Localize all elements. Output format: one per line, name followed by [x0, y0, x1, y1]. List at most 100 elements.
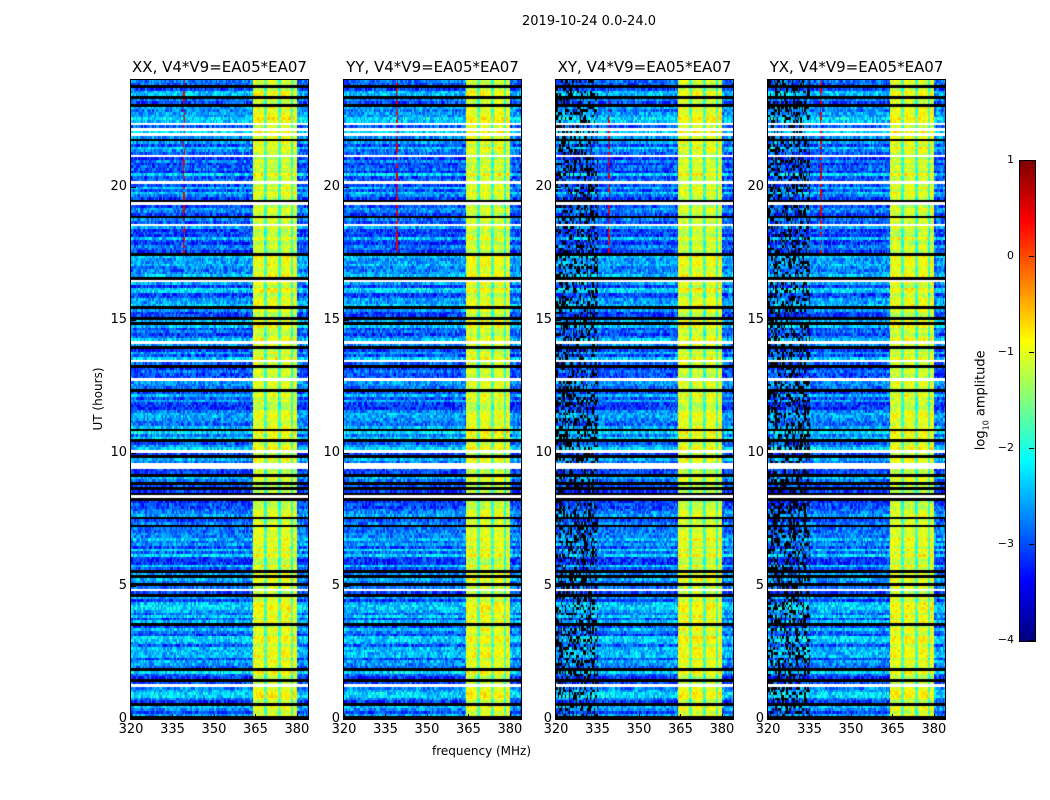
x-tick-label: 350: [414, 722, 440, 737]
y-tick-label: 15: [535, 311, 552, 327]
heatmap-image-yx: [768, 80, 945, 719]
y-tick-mark: [768, 585, 773, 587]
y-tick-label: 20: [323, 178, 340, 194]
x-tick-label: 350: [626, 722, 652, 737]
colorbar-tick-label: −4: [997, 633, 1014, 646]
y-tick-label: 10: [535, 444, 552, 460]
y-tick-label: 5: [755, 577, 764, 593]
colorbar-tick-mark: [1029, 544, 1034, 545]
y-tick-label: 15: [747, 311, 764, 327]
colorbar-label-sub: 10: [981, 420, 991, 431]
x-tick-mark: [556, 714, 557, 719]
y-tick-mark: [768, 719, 773, 720]
y-tick-mark: [131, 186, 136, 188]
y-tick-mark: [344, 452, 349, 454]
y-tick-mark: [556, 319, 561, 321]
x-tick-label: 365: [456, 722, 481, 737]
colorbar-gradient: [1020, 161, 1035, 641]
colorbar-tick-label: 1: [1007, 153, 1014, 166]
colorbar-tick-mark: [1029, 160, 1034, 161]
x-tick-mark: [933, 714, 935, 719]
x-tick-mark: [850, 714, 852, 719]
y-tick-label: 20: [747, 178, 764, 194]
colorbar-tick-label: 0: [1007, 249, 1014, 262]
y-tick-mark: [556, 186, 561, 188]
x-tick-label: 350: [838, 722, 864, 737]
y-tick-mark: [344, 719, 349, 720]
x-tick-label: 365: [880, 722, 905, 737]
y-tick-label: 0: [118, 711, 127, 726]
y-tick-label: 0: [755, 711, 764, 726]
heatmap-panel-yy: [343, 79, 522, 720]
heatmap-image-xx: [131, 80, 308, 719]
colorbar-tick-label: −3: [997, 537, 1014, 550]
x-tick-label: 320: [118, 722, 144, 737]
y-tick-label: 10: [747, 444, 764, 460]
heatmap-image-yy: [344, 80, 521, 719]
x-tick-mark: [385, 714, 387, 719]
x-tick-mark: [426, 714, 428, 719]
x-tick-label: 320: [755, 722, 781, 737]
x-tick-mark: [296, 714, 298, 719]
x-tick-mark: [344, 714, 345, 719]
x-tick-label: 335: [160, 722, 185, 737]
x-tick-label: 365: [668, 722, 693, 737]
y-tick-label: 10: [323, 444, 340, 460]
y-tick-mark: [131, 585, 136, 587]
y-tick-label: 5: [331, 577, 340, 593]
x-tick-mark: [638, 714, 640, 719]
x-tick-label: 380: [497, 722, 523, 737]
heatmap-image-xy: [556, 80, 733, 719]
y-tick-label: 15: [323, 311, 340, 327]
x-tick-label: 320: [331, 722, 357, 737]
x-tick-label: 350: [201, 722, 227, 737]
colorbar-label-rest: amplitude: [973, 350, 989, 421]
panel-title-xy: XY, V4*V9=EA05*EA07: [557, 58, 732, 76]
colorbar-tick-mark: [1029, 352, 1034, 353]
y-tick-label: 20: [535, 178, 552, 194]
x-tick-label: 320: [543, 722, 569, 737]
x-tick-mark: [892, 714, 894, 719]
colorbar-tick-mark: [1029, 640, 1034, 641]
y-tick-label: 15: [110, 311, 127, 327]
y-tick-label: 0: [331, 711, 340, 726]
y-tick-mark: [131, 719, 136, 720]
y-tick-mark: [768, 452, 773, 454]
y-tick-mark: [556, 585, 561, 587]
y-tick-mark: [768, 319, 773, 321]
x-tick-mark: [597, 714, 599, 719]
y-tick-label: 20: [110, 178, 127, 194]
x-tick-label: 380: [284, 722, 310, 737]
x-axis-label: frequency (MHz): [432, 744, 532, 758]
y-tick-mark: [556, 719, 561, 720]
x-tick-label: 380: [709, 722, 735, 737]
x-tick-mark: [680, 714, 682, 719]
figure-title: 2019-10-24 0.0-24.0: [522, 14, 656, 29]
x-tick-mark: [468, 714, 470, 719]
y-tick-mark: [556, 452, 561, 454]
colorbar-tick-mark: [1029, 448, 1034, 449]
x-tick-mark: [768, 714, 769, 719]
y-tick-mark: [344, 319, 349, 321]
y-axis-label: UT (hours): [91, 367, 105, 431]
x-tick-mark: [721, 714, 723, 719]
x-tick-mark: [131, 714, 132, 719]
x-tick-label: 335: [373, 722, 398, 737]
colorbar-tick-label: −2: [997, 441, 1014, 454]
y-tick-label: 5: [543, 577, 552, 593]
x-tick-mark: [172, 714, 174, 719]
x-tick-mark: [213, 714, 215, 719]
x-tick-mark: [255, 714, 257, 719]
x-tick-label: 335: [585, 722, 610, 737]
y-tick-label: 0: [543, 711, 552, 726]
heatmap-panel-xy: [555, 79, 734, 720]
y-tick-mark: [344, 585, 349, 587]
heatmap-panel-xx: [130, 79, 309, 720]
y-tick-label: 10: [110, 444, 127, 460]
y-tick-mark: [344, 186, 349, 188]
y-tick-mark: [131, 319, 136, 321]
y-tick-mark: [131, 452, 136, 454]
colorbar: [1019, 160, 1036, 642]
x-tick-mark: [509, 714, 511, 719]
y-tick-label: 5: [118, 577, 127, 593]
